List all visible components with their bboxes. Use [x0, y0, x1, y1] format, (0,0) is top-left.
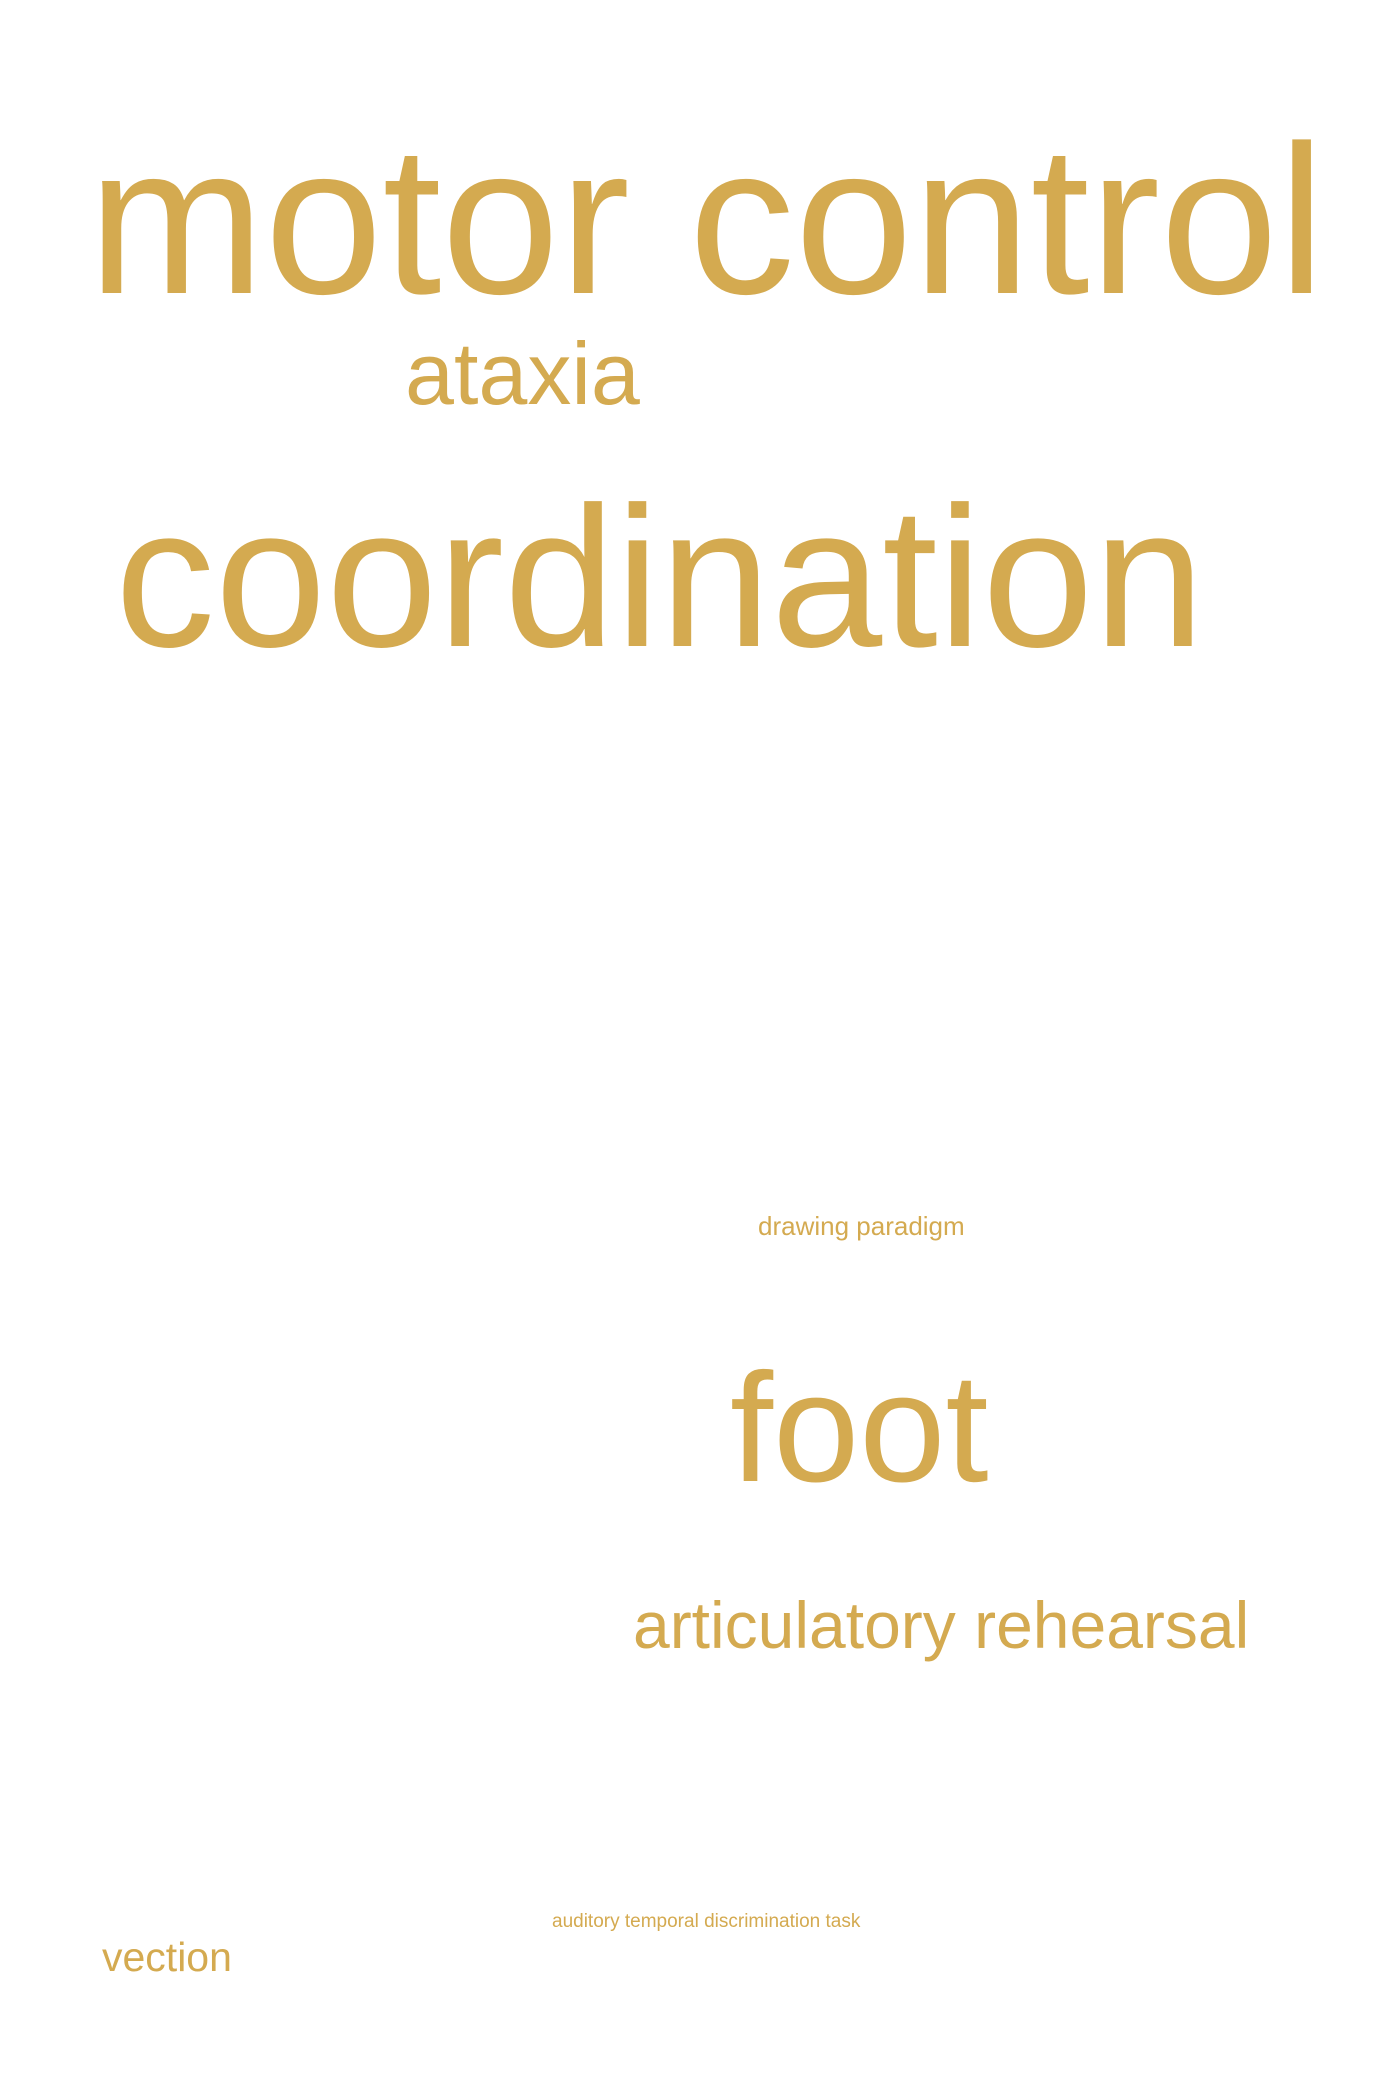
- word-drawing-paradigm: drawing paradigm: [758, 1211, 965, 1241]
- word-coordination: coordination: [115, 466, 1205, 689]
- word-auditory-temporal-discrimination-task: auditory temporal discrimination task: [552, 1911, 861, 1932]
- word-motor-control: motor control: [88, 101, 1326, 338]
- word-vection: vection: [102, 1934, 232, 1980]
- word-articulatory-rehearsal: articulatory rehearsal: [633, 1588, 1250, 1662]
- word-ataxia: ataxia: [405, 324, 640, 423]
- word-foot: foot: [730, 1341, 989, 1514]
